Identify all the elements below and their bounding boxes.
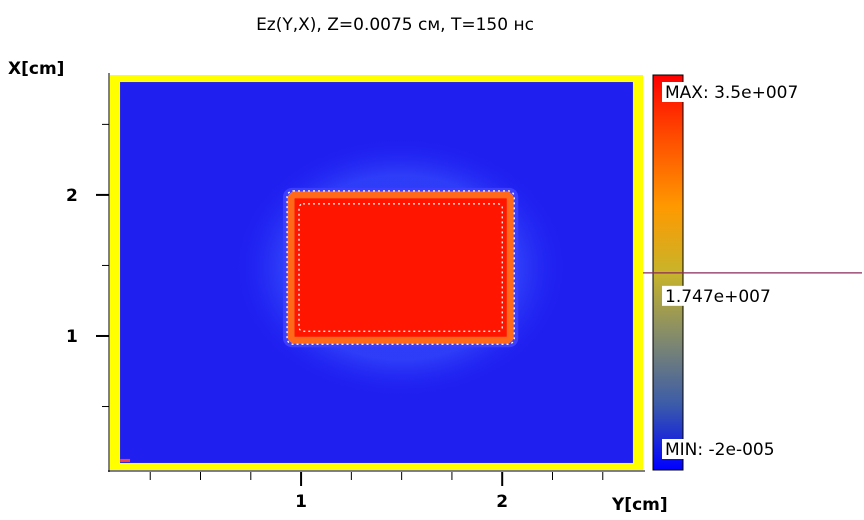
colorbar-mid-label: 1.747e+007 [665,287,771,307]
contour-inner [298,203,503,332]
colorbar-min-label: MIN: -2e-005 [665,440,775,460]
x-tick-label: 2 [496,492,508,512]
contour-outer [286,190,515,345]
y-axis-label: X[cm] [8,59,64,79]
high-field-region [287,191,514,344]
axes: 1 2 1 2 [66,73,645,512]
x-tick-label: 1 [295,492,307,512]
colorbar-max-label-bg [662,82,802,102]
colorbar: MAX: 3.5e+007 1.747e+007 MIN: -2e-005 [643,74,862,471]
x-axis-label: Y[cm] [611,495,668,515]
colorbar-min-label-bg [662,439,778,459]
chart-title: Ez(Y,X), Z=0.0075 см, T=150 нс [256,15,534,35]
colorbar-mid-label-bg [662,285,774,306]
plot-area [110,75,643,470]
colorbar-max-label: MAX: 3.5e+007 [665,83,798,103]
corner-marker [120,458,131,462]
y-tick-label: 1 [66,327,78,347]
y-tick-label: 2 [66,186,78,206]
